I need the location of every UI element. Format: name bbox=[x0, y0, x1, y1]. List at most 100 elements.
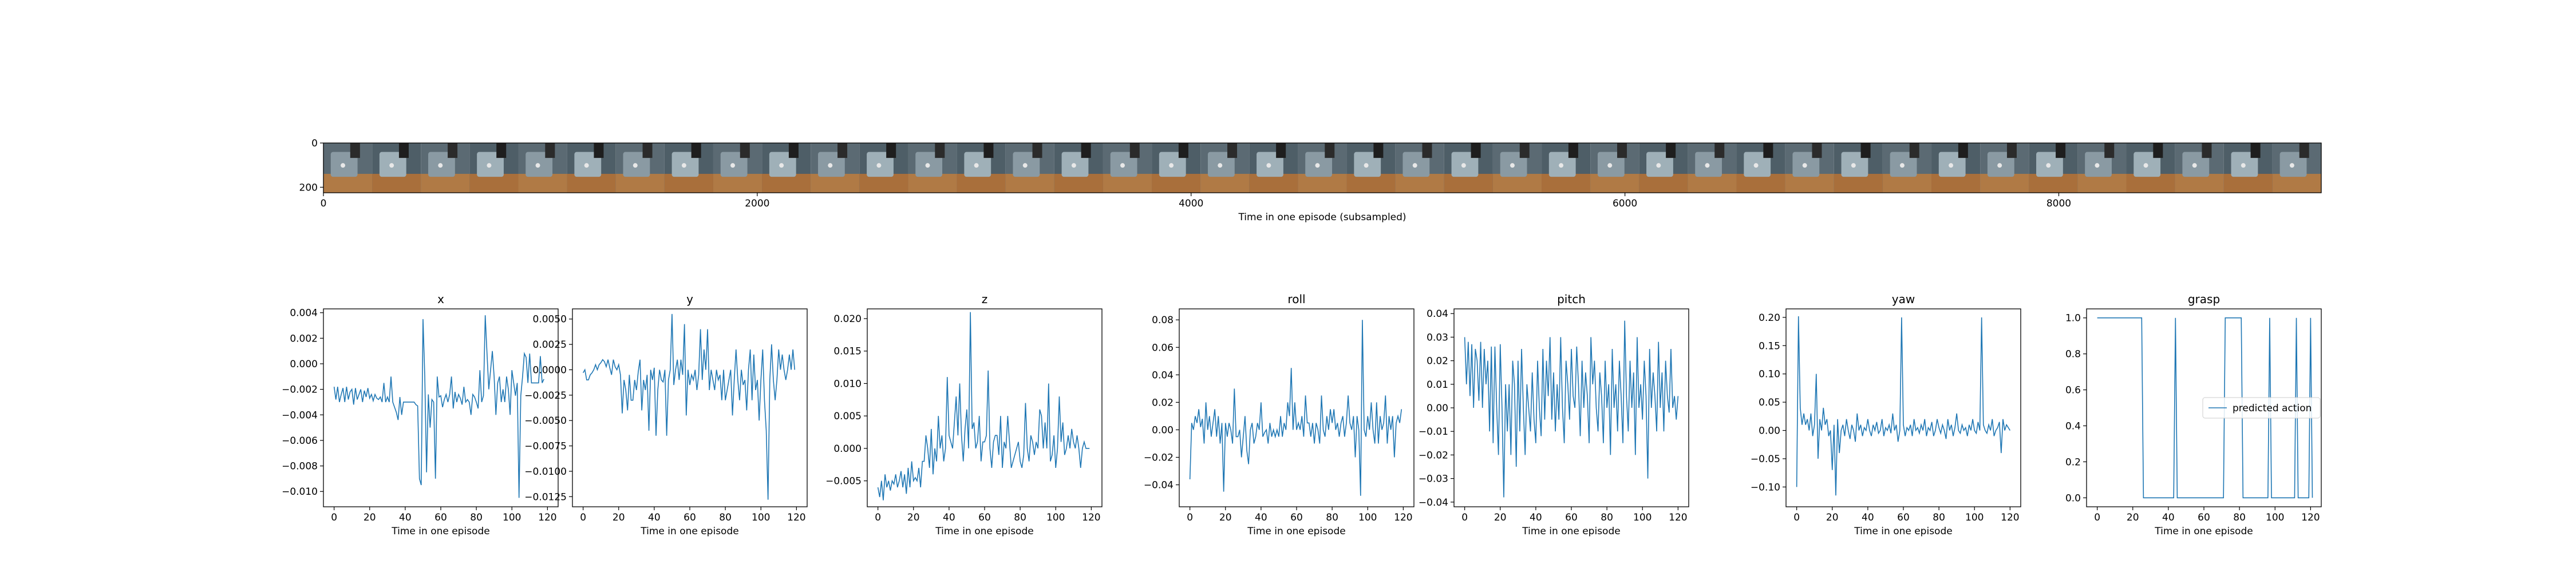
x-tick-label: 40 bbox=[399, 512, 412, 523]
frame-table bbox=[1346, 173, 1396, 193]
x-tick-label: 60 bbox=[683, 512, 696, 523]
frame-table bbox=[664, 173, 713, 193]
x-tick-label: 0 bbox=[580, 512, 586, 523]
frame-table bbox=[1152, 173, 1201, 193]
frame-object bbox=[828, 163, 833, 168]
axes-frame bbox=[323, 308, 559, 507]
y-tick-label: −0.02 bbox=[1419, 450, 1448, 461]
y-tick-label: −0.10 bbox=[1751, 482, 1780, 493]
frame-table bbox=[1590, 173, 1639, 193]
frame-robot-arm bbox=[1714, 143, 1725, 158]
frame-robot-arm bbox=[2104, 143, 2115, 158]
frame-robot-arm bbox=[1909, 143, 1919, 158]
frame-object bbox=[1071, 163, 1076, 168]
frame-robot-arm bbox=[1129, 143, 1140, 158]
frame-object bbox=[1412, 163, 1417, 168]
y-tick-label: −0.04 bbox=[1144, 480, 1174, 491]
filmstrip-xtick-label: 2000 bbox=[745, 198, 769, 209]
y-tick-label: −0.006 bbox=[282, 435, 318, 447]
frame-robot-arm bbox=[2299, 143, 2309, 158]
x-tick-label: 0 bbox=[1187, 512, 1193, 523]
frame-table bbox=[1980, 173, 2029, 193]
frame-table bbox=[1882, 173, 1932, 193]
frame-robot-arm bbox=[1422, 143, 1432, 158]
series-line bbox=[582, 313, 796, 500]
frame-table bbox=[2126, 173, 2175, 193]
x-tick-label: 20 bbox=[907, 512, 920, 523]
x-tick-label: 100 bbox=[752, 512, 770, 523]
frame-table bbox=[1444, 173, 1493, 193]
chart-title: y bbox=[686, 292, 693, 306]
filmstrip-ytick-label: 0 bbox=[311, 138, 318, 149]
axes-frame bbox=[1179, 308, 1415, 507]
frame-table bbox=[1103, 173, 1152, 193]
y-tick-label: 0.0000 bbox=[533, 364, 567, 376]
chart-title: grasp bbox=[2188, 292, 2220, 306]
frame-object bbox=[2241, 163, 2246, 168]
camera-frame bbox=[957, 143, 1006, 193]
camera-frame bbox=[1249, 143, 1298, 193]
camera-frame bbox=[1298, 143, 1347, 193]
frame-object bbox=[1022, 163, 1028, 168]
x-tick-label: 60 bbox=[978, 512, 991, 523]
frame-table bbox=[2223, 173, 2273, 193]
x-tick-label: 100 bbox=[1358, 512, 1377, 523]
filmstrip-xtick-label: 0 bbox=[321, 198, 327, 209]
camera-frame bbox=[421, 143, 470, 193]
x-tick-label: 40 bbox=[648, 512, 661, 523]
frame-object bbox=[925, 163, 930, 168]
frame-table bbox=[1785, 173, 1834, 193]
chart-title: z bbox=[982, 292, 988, 306]
y-tick-label: −0.0075 bbox=[524, 441, 567, 452]
x-tick-label: 120 bbox=[2001, 512, 2019, 523]
frame-object bbox=[1851, 163, 1856, 168]
x-tick-label: 0 bbox=[2094, 512, 2100, 523]
series-line bbox=[2097, 317, 2313, 499]
frame-robot-arm bbox=[983, 143, 994, 158]
camera-frame bbox=[1005, 143, 1054, 193]
y-tick-label: 0.00 bbox=[1427, 403, 1448, 414]
x-tick-label: 120 bbox=[2301, 512, 2320, 523]
camera-frame bbox=[762, 143, 811, 193]
frame-table bbox=[2077, 173, 2127, 193]
y-tick-label: −0.004 bbox=[282, 410, 318, 421]
frame-robot-arm bbox=[398, 143, 409, 158]
filmstrip-ytick-label: 200 bbox=[299, 182, 318, 193]
x-tick-label: 100 bbox=[1633, 512, 1652, 523]
chart-title: x bbox=[437, 292, 444, 306]
x-tick-label: 100 bbox=[503, 512, 521, 523]
frame-object bbox=[876, 163, 882, 168]
frame-robot-arm bbox=[2006, 143, 2017, 158]
frame-table bbox=[1249, 173, 1298, 193]
x-axis-label: Time in one episode bbox=[1247, 526, 1345, 537]
y-tick-label: 0.000 bbox=[290, 359, 318, 370]
camera-frame bbox=[1152, 143, 1201, 193]
camera-frame bbox=[1688, 143, 1737, 193]
frame-object bbox=[1315, 163, 1320, 168]
y-tick-label: 0.004 bbox=[290, 308, 318, 319]
frame-table bbox=[1542, 173, 1591, 193]
frame-table bbox=[2272, 173, 2321, 193]
y-tick-label: −0.0125 bbox=[524, 491, 567, 503]
chart-panel-y: y 0 20 40 60 80 100 120 0.0050 0.0025 0.0000 −0.002… bbox=[524, 292, 808, 537]
x-tick-label: 80 bbox=[1014, 512, 1026, 523]
x-tick-label: 0 bbox=[1461, 512, 1468, 523]
series-line bbox=[1189, 320, 1402, 496]
frame-object bbox=[1120, 163, 1125, 168]
x-tick-label: 20 bbox=[1219, 512, 1232, 523]
frame-object bbox=[2046, 163, 2051, 168]
x-tick-label: 0 bbox=[331, 512, 337, 523]
frame-robot-arm bbox=[1227, 143, 1238, 158]
chart-title: roll bbox=[1287, 292, 1305, 306]
x-tick-label: 100 bbox=[1965, 512, 1984, 523]
frame-object bbox=[1364, 163, 1369, 168]
frame-robot-arm bbox=[1519, 143, 1530, 158]
frame-table bbox=[469, 173, 519, 193]
frame-table bbox=[1736, 173, 1785, 193]
frame-object bbox=[1607, 163, 1613, 168]
camera-frame bbox=[2029, 143, 2078, 193]
camera-frame bbox=[713, 143, 762, 193]
frame-robot-arm bbox=[1178, 143, 1188, 158]
y-tick-label: 0.15 bbox=[1759, 340, 1780, 352]
x-tick-label: 40 bbox=[943, 512, 955, 523]
